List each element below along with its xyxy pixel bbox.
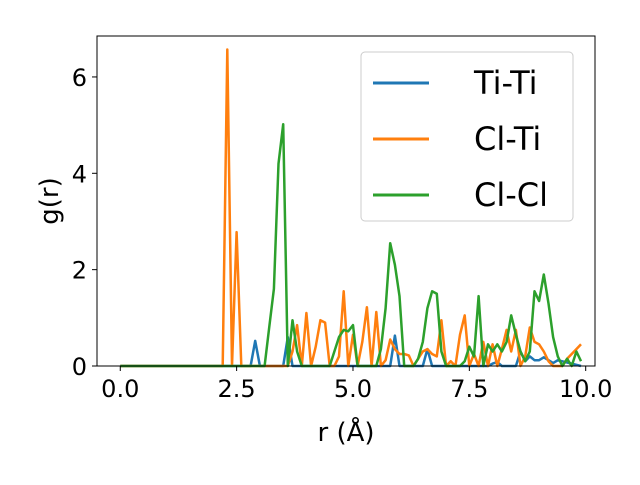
x-tick-label: 2.5 — [218, 375, 256, 403]
legend-label-0: Ti-Ti — [473, 64, 538, 102]
legend-label-2: Cl-Cl — [474, 176, 548, 214]
plot-frame — [96, 35, 596, 367]
x-tick-label: 0.0 — [101, 375, 139, 403]
x-axis-label: r (Å) — [317, 416, 374, 448]
x-tick-label: 7.5 — [450, 375, 488, 403]
y-tick-label: 4 — [72, 160, 87, 188]
y-axis-label: g(r) — [35, 177, 65, 224]
legend-label-1: Cl-Ti — [474, 120, 541, 158]
axis-ticks: 0.0 2.5 5.0 7.5 10.0 0 2 4 6 — [72, 64, 613, 403]
y-tick-label: 0 — [72, 353, 87, 381]
legend: Ti-Ti Cl-Ti Cl-Cl — [360, 51, 574, 222]
y-tick-label: 6 — [72, 64, 87, 92]
x-tick-label: 10.0 — [559, 375, 612, 403]
y-tick-label: 2 — [72, 257, 87, 285]
x-tick-label: 5.0 — [334, 375, 372, 403]
legend-box — [360, 51, 574, 222]
